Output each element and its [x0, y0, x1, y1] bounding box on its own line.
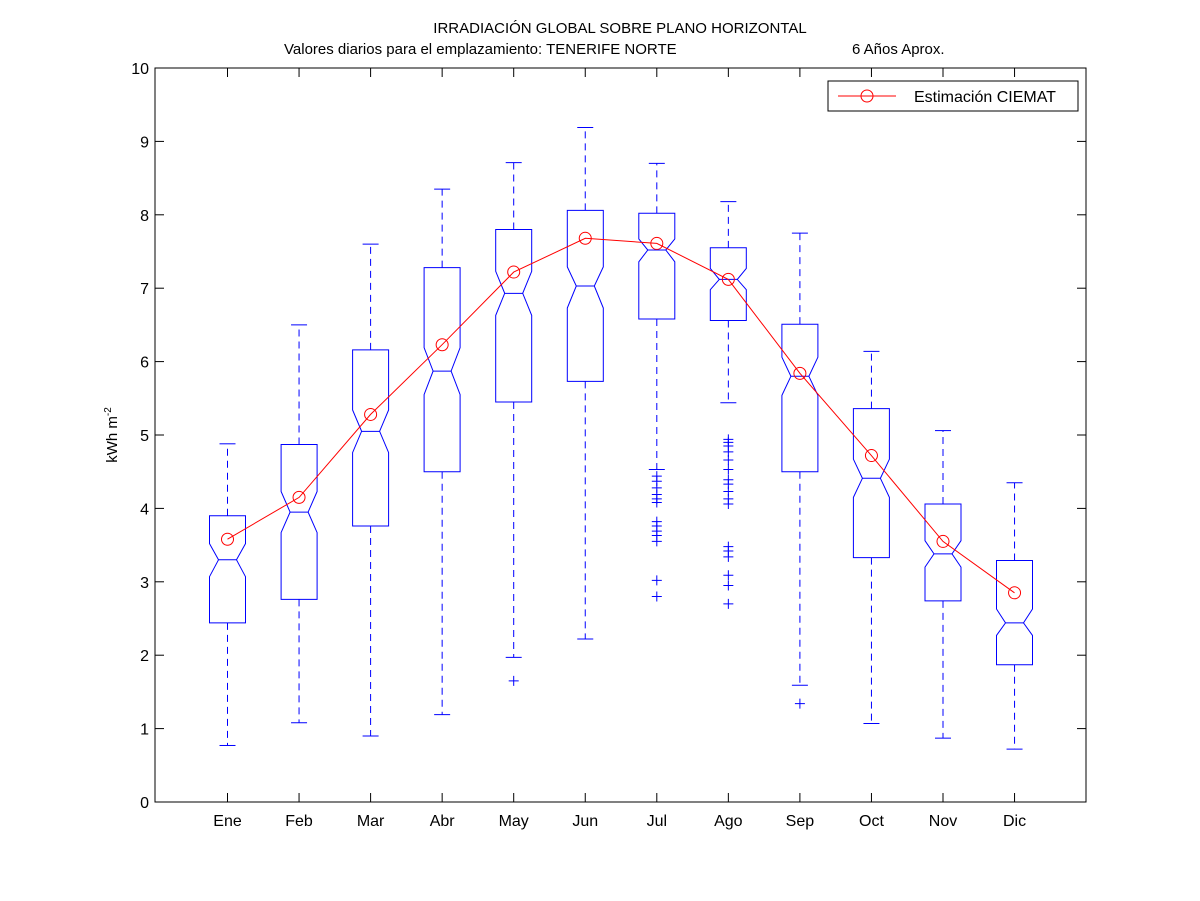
- y-tick-label: 2: [140, 648, 149, 665]
- data-point-oct: [864, 449, 878, 463]
- data-point-jun: [578, 231, 592, 245]
- outlier-marker: [723, 454, 734, 465]
- y-axis-label-unit: kWh m: [104, 416, 121, 463]
- legend-circle-marker: [860, 89, 874, 103]
- box-nov: [924, 430, 962, 739]
- data-point-sep: [793, 366, 807, 380]
- box-sep: [781, 232, 819, 709]
- box-abr: [423, 188, 461, 716]
- series-line-estimacion-ciemat: [227, 237, 1015, 594]
- y-tick-label: 6: [140, 355, 149, 372]
- box-body: [209, 515, 246, 624]
- outlier-marker: [723, 498, 734, 509]
- outlier-marker: [723, 570, 734, 581]
- outlier-marker: [651, 575, 662, 586]
- box-oct: [852, 350, 890, 724]
- box-body: [852, 408, 890, 559]
- box-body: [781, 323, 819, 473]
- x-tick-label-oct: Oct: [859, 813, 884, 830]
- x-tick-label-jun: Jun: [572, 813, 598, 830]
- y-tick-label: 10: [131, 61, 149, 78]
- y-tick-label: 9: [140, 134, 149, 151]
- data-point-ene: [221, 532, 234, 546]
- chart-subtitle-period: 6 Años Aprox.: [852, 41, 945, 58]
- outlier-marker: [794, 698, 805, 709]
- x-tick-label-ago: Ago: [714, 813, 743, 830]
- box-body: [709, 247, 747, 321]
- box-body: [566, 209, 604, 382]
- outlier-marker: [723, 580, 734, 591]
- box-body: [352, 349, 390, 527]
- outlier-marker: [723, 464, 734, 475]
- estimation-line-layer: [221, 231, 1022, 600]
- data-point-jul: [650, 236, 664, 250]
- box-ene: [209, 443, 246, 746]
- data-point-may: [507, 265, 521, 279]
- outlier-marker: [723, 598, 734, 609]
- box-jun: [566, 126, 604, 640]
- x-tick-label-sep: Sep: [786, 813, 815, 830]
- outlier-marker: [651, 591, 662, 602]
- x-tick-label-jul: Jul: [647, 813, 667, 830]
- outlier-marker: [651, 536, 662, 547]
- y-tick-label: 4: [140, 501, 149, 518]
- box-dic: [996, 482, 1033, 750]
- y-tick-label: 3: [140, 575, 149, 592]
- y-axis-label: kWh m-2: [103, 407, 121, 463]
- data-point-ago: [721, 272, 735, 286]
- boxplot-layer: [209, 126, 1033, 750]
- y-tick-label: 0: [140, 795, 149, 812]
- legend: Estimación CIEMAT: [827, 80, 1079, 112]
- outlier-marker: [508, 675, 519, 686]
- x-tick-label-may: May: [499, 813, 529, 830]
- x-tick-label-nov: Nov: [929, 813, 957, 830]
- box-body: [924, 503, 962, 602]
- x-tick-label-ene: Ene: [213, 813, 242, 830]
- outlier-marker: [651, 497, 662, 508]
- outlier-marker: [723, 551, 734, 562]
- legend-label-estimacion-ciemat: Estimación CIEMAT: [914, 89, 1056, 106]
- box-body: [423, 267, 461, 473]
- data-point-abr: [435, 338, 449, 352]
- box-may: [495, 162, 533, 686]
- data-point-mar: [364, 407, 378, 421]
- box-body: [996, 560, 1033, 666]
- y-axis-label-exponent: -2: [103, 407, 114, 416]
- x-tick-label-feb: Feb: [285, 813, 313, 830]
- y-tick-label: 1: [140, 722, 149, 739]
- x-tick-label-abr: Abr: [430, 813, 456, 830]
- data-point-nov: [936, 534, 950, 548]
- box-jul: [638, 162, 676, 602]
- x-tick-label-dic: Dic: [1003, 813, 1026, 830]
- data-point-dic: [1008, 586, 1022, 600]
- y-tick-label: 7: [140, 281, 149, 298]
- chart-subtitle-location: Valores diarios para el emplazamiento: T…: [284, 41, 677, 58]
- box-mar: [352, 243, 390, 737]
- box-body: [638, 212, 676, 320]
- data-point-feb: [292, 490, 306, 504]
- x-tick-label-mar: Mar: [357, 813, 385, 830]
- axes-layer: 0 1 2 3 4 5 6 7 8 9 10 Ene Feb Mar Abr May Jun Jul Ago Sep O…: [131, 61, 1087, 830]
- y-tick-label: 5: [140, 428, 149, 445]
- box-body: [495, 229, 533, 403]
- chart-title: IRRADIACIÓN GLOBAL SOBRE PLANO HORIZONTA…: [433, 20, 806, 37]
- plot-area: [155, 68, 1086, 802]
- y-tick-label: 8: [140, 208, 149, 225]
